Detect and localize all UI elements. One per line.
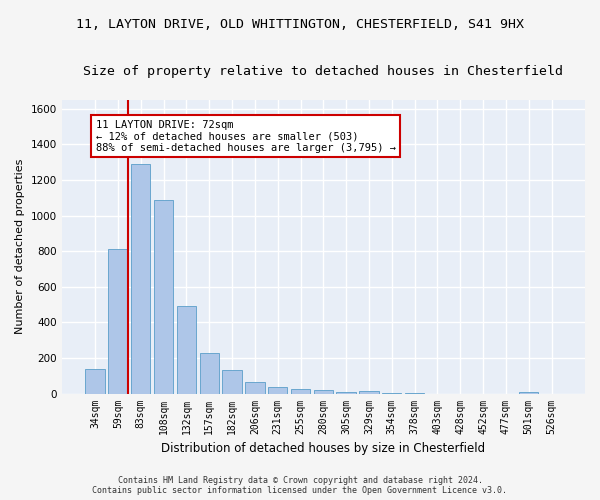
X-axis label: Distribution of detached houses by size in Chesterfield: Distribution of detached houses by size …	[161, 442, 485, 455]
Bar	[223, 370, 242, 394]
Bar	[131, 164, 151, 394]
Text: Contains HM Land Registry data © Crown copyright and database right 2024.
Contai: Contains HM Land Registry data © Crown c…	[92, 476, 508, 495]
Bar	[314, 390, 333, 394]
Bar	[337, 392, 356, 394]
Bar	[177, 306, 196, 394]
Bar	[108, 248, 128, 394]
Bar	[291, 389, 310, 394]
Title: Size of property relative to detached houses in Chesterfield: Size of property relative to detached ho…	[83, 65, 563, 78]
Bar	[359, 392, 379, 394]
Text: 11, LAYTON DRIVE, OLD WHITTINGTON, CHESTERFIELD, S41 9HX: 11, LAYTON DRIVE, OLD WHITTINGTON, CHEST…	[76, 18, 524, 30]
Bar	[154, 200, 173, 394]
Bar	[245, 382, 265, 394]
Bar	[85, 368, 105, 394]
Text: 11 LAYTON DRIVE: 72sqm
← 12% of detached houses are smaller (503)
88% of semi-de: 11 LAYTON DRIVE: 72sqm ← 12% of detached…	[95, 120, 395, 153]
Bar	[382, 392, 401, 394]
Bar	[200, 352, 219, 394]
Bar	[268, 387, 287, 394]
Y-axis label: Number of detached properties: Number of detached properties	[15, 159, 25, 334]
Bar	[519, 392, 538, 394]
